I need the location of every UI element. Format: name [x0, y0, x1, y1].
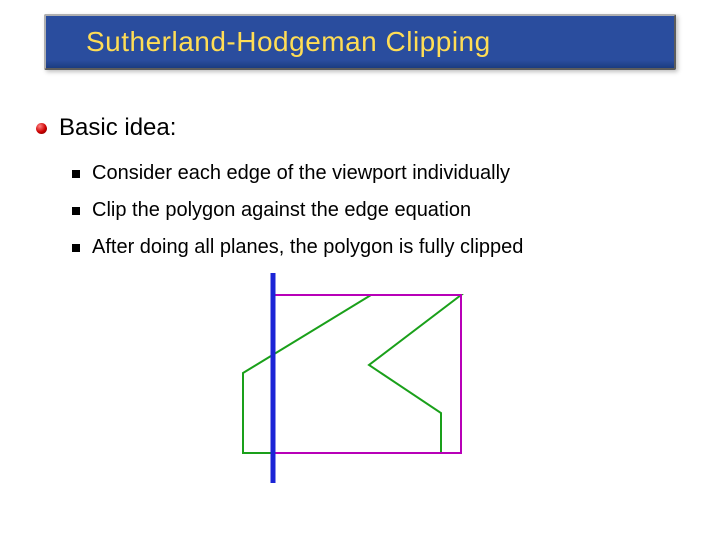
bullet-circle-icon	[36, 123, 47, 134]
heading-text: Basic idea:	[59, 114, 176, 142]
list-item-text: After doing all planes, the polygon is f…	[92, 236, 523, 259]
bullet-square-icon	[72, 244, 80, 252]
list-item-text: Consider each edge of the viewport indiv…	[92, 162, 510, 185]
bullet-list: Consider each edge of the viewport indiv…	[72, 162, 676, 259]
content-area: Basic idea: Consider each edge of the vi…	[0, 114, 720, 483]
bullet-square-icon	[72, 170, 80, 178]
list-item: Clip the polygon against the edge equati…	[72, 199, 676, 222]
polygon-shape	[243, 295, 461, 453]
heading-row: Basic idea:	[36, 114, 676, 142]
list-item: Consider each edge of the viewport indiv…	[72, 162, 676, 185]
bullet-square-icon	[72, 207, 80, 215]
title-bar: Sutherland-Hodgeman Clipping	[44, 14, 676, 70]
list-item-text: Clip the polygon against the edge equati…	[92, 199, 471, 222]
viewport-rect	[273, 295, 461, 453]
clipping-diagram	[221, 273, 491, 483]
slide-title: Sutherland-Hodgeman Clipping	[86, 26, 658, 58]
list-item: After doing all planes, the polygon is f…	[72, 236, 676, 259]
diagram-container	[36, 273, 676, 483]
